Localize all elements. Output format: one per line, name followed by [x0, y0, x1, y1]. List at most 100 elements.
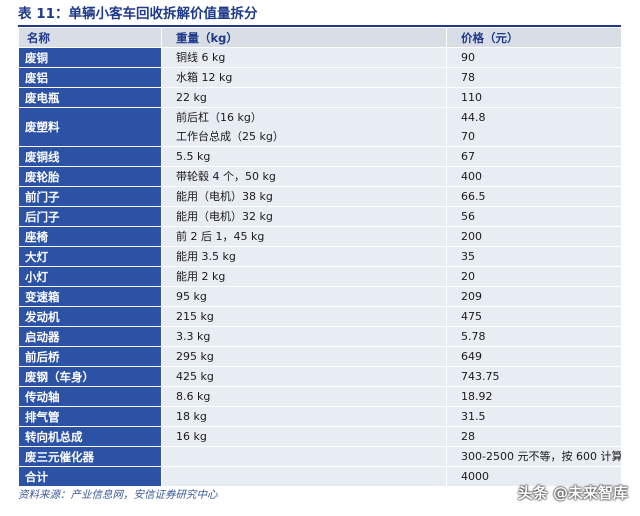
- table-row: 废铝 水箱 12 kg 78: [18, 67, 622, 88]
- weight-cell: [161, 446, 447, 467]
- price-value: 743.75: [461, 370, 500, 383]
- item-name-cell: 废电瓶: [18, 87, 162, 108]
- price-value: 200: [461, 230, 482, 243]
- weight-value: 5.5 kg: [176, 150, 211, 163]
- price-cell: 31.5: [446, 406, 622, 427]
- item-name-cell: 传动轴: [18, 386, 162, 407]
- table-row: 废电瓶 22 kg 110: [18, 87, 622, 108]
- price-cell: 44.8 70: [446, 107, 622, 147]
- weight-cell: 能用（电机）38 kg: [161, 186, 447, 207]
- price-cell: 400: [446, 166, 622, 187]
- price-value: 28: [461, 430, 475, 443]
- weight-value: 能用（电机）38 kg: [176, 190, 273, 203]
- table-title: 表 11：单辆小客车回收拆解价值量拆分: [18, 6, 258, 22]
- weight-cell: 5.5 kg: [161, 146, 447, 167]
- table-row: 大灯 能用 3.5 kg 35: [18, 246, 622, 267]
- value-breakdown-table: 名称 重量（kg） 价格（元） 废铜 铜线 6 kg 90 废铝 水箱 12 kg 78 废…: [18, 27, 622, 487]
- weight-value: [176, 448, 446, 466]
- table-row: 排气管 18 kg 31.5: [18, 406, 622, 427]
- weight-cell: 铜线 6 kg: [161, 47, 447, 68]
- weight-value: 8.6 kg: [176, 390, 211, 403]
- item-name-cell: 变速箱: [18, 286, 162, 307]
- weight-cell: 16 kg: [161, 426, 447, 447]
- price-value: 66.5: [461, 190, 486, 203]
- price-cell: 18.92: [446, 386, 622, 407]
- item-name-cell: 废三元催化器: [18, 446, 162, 467]
- table-row: 废铜 铜线 6 kg 90: [18, 47, 622, 68]
- weight-cell: 8.6 kg: [161, 386, 447, 407]
- price-value: 5.78: [461, 330, 486, 343]
- price-cell: 35: [446, 246, 622, 267]
- weight-cell: 前后杠（16 kg） 工作台总成（25 kg）: [161, 107, 447, 147]
- price-cell: 475: [446, 306, 622, 327]
- weight-cell: 能用 2 kg: [161, 266, 447, 287]
- price-cell: 110: [446, 87, 622, 108]
- weight-cell: 能用 3.5 kg: [161, 246, 447, 267]
- weight-cell: 295 kg: [161, 346, 447, 367]
- price-value: 35: [461, 250, 475, 263]
- table-row: 废钢（车身） 425 kg 743.75: [18, 366, 622, 387]
- source-note: 资料来源：产业信息网，安信证券研究中心: [18, 489, 218, 501]
- item-name-cell: 后门子: [18, 206, 162, 227]
- price-cell: 300-2500 元不等，按 600 计算: [446, 446, 622, 467]
- price-value: 649: [461, 350, 482, 363]
- weight-value: 能用 2 kg: [176, 270, 226, 283]
- item-name-cell: 排气管: [18, 406, 162, 427]
- price-value: 56: [461, 210, 475, 223]
- weight-value: 425 kg: [176, 370, 214, 383]
- item-name-cell: 合计: [18, 466, 162, 487]
- weight-cell: 3.3 kg: [161, 326, 447, 347]
- table-body: 废铜 铜线 6 kg 90 废铝 水箱 12 kg 78 废电瓶 22 kg 110 废塑料 前后杠…: [18, 47, 622, 487]
- header-weight: 重量（kg）: [161, 27, 447, 48]
- price-cell: 67: [446, 146, 622, 167]
- table-row: 小灯 能用 2 kg 20: [18, 266, 622, 287]
- item-name-cell: 废铝: [18, 67, 162, 88]
- item-name-cell: 废铜: [18, 47, 162, 68]
- weight-cell: 425 kg: [161, 366, 447, 387]
- weight-value: 3.3 kg: [176, 330, 211, 343]
- price-value: 20: [461, 270, 475, 283]
- watermark: 头条 @未来智库: [517, 484, 628, 502]
- weight-value: 16 kg: [176, 430, 207, 443]
- weight-value: 工作台总成（25 kg）: [176, 130, 284, 143]
- price-value: 70: [461, 130, 475, 143]
- weight-cell: 带轮毂 4 个，50 kg: [161, 166, 447, 187]
- header-price: 价格（元）: [446, 27, 622, 48]
- item-name-cell: 座椅: [18, 226, 162, 247]
- weight-value: 215 kg: [176, 310, 214, 323]
- weight-value: 95 kg: [176, 290, 207, 303]
- table-row: 废铜线 5.5 kg 67: [18, 146, 622, 167]
- price-cell: 209: [446, 286, 622, 307]
- price-value: 78: [461, 71, 475, 84]
- weight-value: [176, 468, 446, 486]
- price-cell: 200: [446, 226, 622, 247]
- weight-cell: 95 kg: [161, 286, 447, 307]
- item-name-cell: 前后桥: [18, 346, 162, 367]
- price-cell: 649: [446, 346, 622, 367]
- item-name-cell: 发动机: [18, 306, 162, 327]
- table-row: 传动轴 8.6 kg 18.92: [18, 386, 622, 407]
- table-row: 合计 4000: [18, 466, 622, 487]
- weight-value: 295 kg: [176, 350, 214, 363]
- item-name-cell: 废轮胎: [18, 166, 162, 187]
- table-row: 前后桥 295 kg 649: [18, 346, 622, 367]
- price-value: 110: [461, 91, 482, 104]
- table-row: 座椅 前 2 后 1，45 kg 200: [18, 226, 622, 247]
- price-cell: 56: [446, 206, 622, 227]
- price-cell: 743.75: [446, 366, 622, 387]
- price-value: 67: [461, 150, 475, 163]
- price-value: 90: [461, 51, 475, 64]
- weight-value: 前后杠（16 kg）: [176, 111, 262, 124]
- price-value: 400: [461, 170, 482, 183]
- item-name-cell: 启动器: [18, 326, 162, 347]
- item-name-cell: 前门子: [18, 186, 162, 207]
- weight-cell: 215 kg: [161, 306, 447, 327]
- header-name: 名称: [18, 27, 162, 48]
- weight-cell: 能用（电机）32 kg: [161, 206, 447, 227]
- title-rule: [18, 25, 621, 27]
- table-header-row: 名称 重量（kg） 价格（元）: [18, 27, 622, 48]
- price-cell: 78: [446, 67, 622, 88]
- table-row: 启动器 3.3 kg 5.78: [18, 326, 622, 347]
- item-name-cell: 废塑料: [18, 107, 162, 147]
- weight-value: 18 kg: [176, 410, 207, 423]
